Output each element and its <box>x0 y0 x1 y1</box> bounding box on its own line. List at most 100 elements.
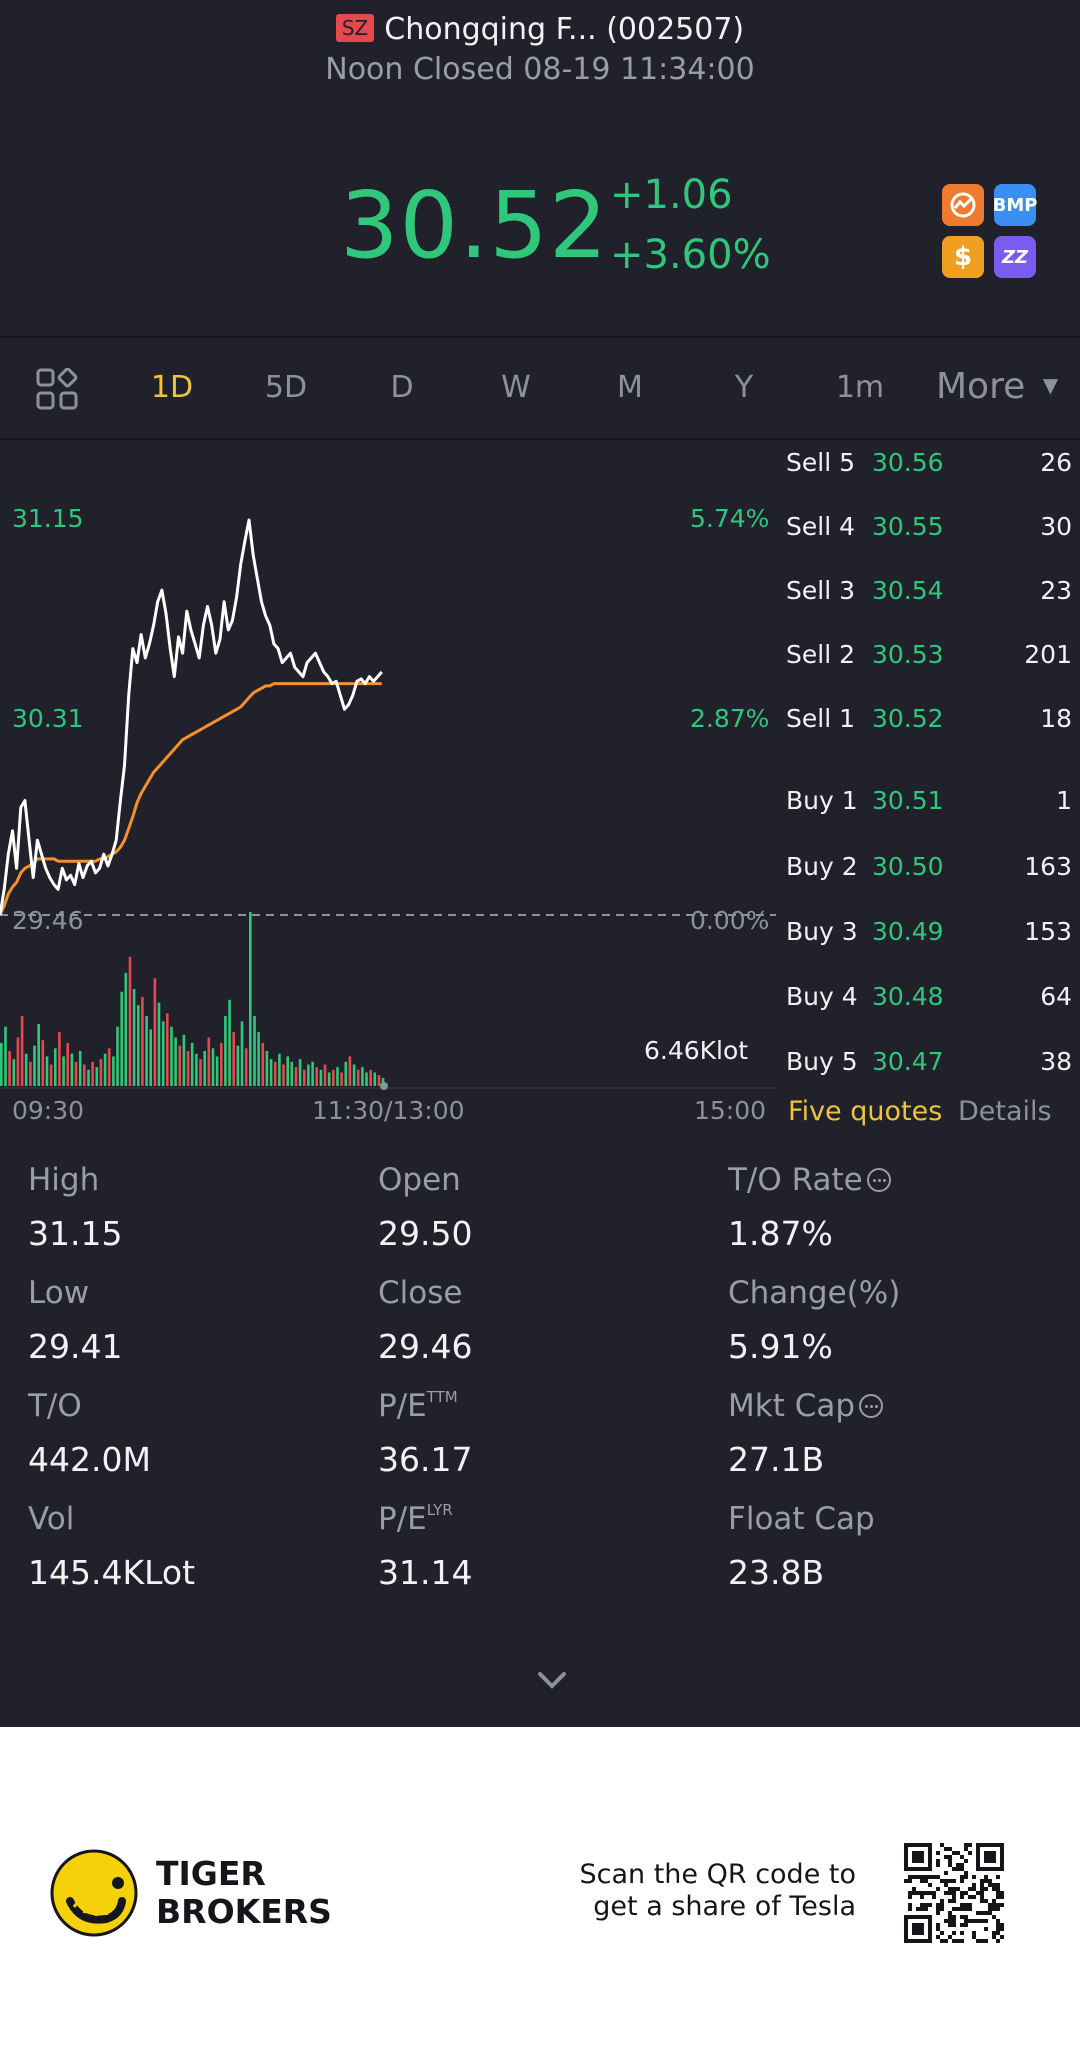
volume-bar <box>141 997 144 1086</box>
stat-to-rate-label[interactable]: T/O Rate <box>728 1162 891 1198</box>
volume-bar <box>352 1064 356 1086</box>
stat-high-label: High <box>28 1162 100 1198</box>
y-axis-top-label: 31.15 <box>12 504 84 533</box>
sell-level-5[interactable]: Sell 5 30.56 26 <box>786 448 1072 488</box>
volume-bar <box>269 1059 273 1086</box>
volume-bar <box>41 1040 45 1086</box>
volume-bar <box>120 991 123 1086</box>
volume-bar <box>215 1056 219 1086</box>
sell-level-1[interactable]: Sell 1 30.52 18 <box>786 704 1072 744</box>
trend-badge-icon[interactable] <box>942 184 984 226</box>
volume-bar <box>211 1048 215 1086</box>
volume-bar <box>8 1051 11 1086</box>
stat-vol-value: 145.4KLot <box>28 1553 196 1592</box>
buy-level-5[interactable]: Buy 5 30.47 38 <box>786 1047 1072 1087</box>
stat-mkt-cap-value: 27.1B <box>728 1440 825 1479</box>
volume-bar <box>174 1037 177 1086</box>
tab-w[interactable]: W <box>501 370 531 405</box>
volume-bar <box>240 1021 244 1086</box>
order-side: Sell 4 <box>786 512 855 541</box>
order-price: 30.47 <box>872 1047 944 1076</box>
tab-d[interactable]: D <box>390 370 414 405</box>
volume-bar <box>103 1053 107 1086</box>
zz-badge-icon[interactable]: ZZ <box>994 236 1036 278</box>
tab-m[interactable]: M <box>617 370 643 405</box>
sell-level-2[interactable]: Sell 2 30.53 201 <box>786 640 1072 680</box>
volume-bar <box>16 1037 20 1086</box>
volume-bar <box>70 1053 74 1086</box>
tab-1m[interactable]: 1m <box>835 370 885 405</box>
volume-bar <box>0 1042 3 1086</box>
volume-bar <box>365 1072 368 1086</box>
expand-chevron-icon[interactable] <box>534 1668 570 1696</box>
buy-level-1[interactable]: Buy 1 30.51 1 <box>786 786 1072 826</box>
volume-bar <box>381 1077 385 1086</box>
order-price: 30.49 <box>872 917 944 946</box>
stat-pe-lyr-value: 31.14 <box>378 1553 473 1592</box>
market-status: Noon Closed 08-19 11:34:00 <box>325 52 755 87</box>
divider <box>0 336 1080 338</box>
order-side: Sell 1 <box>786 704 855 733</box>
volume-bar <box>4 1026 7 1086</box>
volume-bar <box>307 1064 310 1086</box>
stat-low-label: Low <box>28 1275 90 1311</box>
stat-close-value: 29.46 <box>378 1327 473 1366</box>
tab-5d[interactable]: 5D <box>264 370 308 405</box>
time-start-label: 09:30 <box>12 1096 85 1125</box>
volume-bar <box>62 1056 65 1086</box>
tab-more[interactable]: More ▼ <box>936 366 1058 407</box>
volume-bar <box>91 1061 94 1086</box>
volume-bar <box>37 1024 40 1086</box>
stat-float-cap-label: Float Cap <box>728 1501 875 1537</box>
volume-bar <box>116 1026 119 1086</box>
tab-details[interactable]: Details <box>958 1096 1052 1127</box>
order-qty: 38 <box>1040 1047 1072 1076</box>
stat-open-value: 29.50 <box>378 1214 473 1253</box>
tab-y[interactable]: Y <box>734 370 754 405</box>
exchange-badge: SZ <box>335 14 375 42</box>
more-info-icon[interactable] <box>859 1394 884 1418</box>
tab-five-quotes[interactable]: Five quotes <box>788 1096 943 1127</box>
volume-bar <box>373 1072 377 1086</box>
volume-bar <box>157 1002 161 1086</box>
volume-bar <box>315 1067 318 1086</box>
stat-change-label: Change(%) <box>728 1275 901 1311</box>
order-side: Buy 5 <box>786 1047 858 1076</box>
sell-level-4[interactable]: Sell 4 30.55 30 <box>786 512 1072 552</box>
stat-mkt-cap-label[interactable]: Mkt Cap <box>728 1388 884 1424</box>
volume-bar <box>253 1016 256 1086</box>
volume-bar <box>149 1029 152 1086</box>
volume-bar <box>298 1059 302 1086</box>
tab-1d[interactable]: 1D <box>150 370 194 405</box>
dollar-badge-icon[interactable]: $ <box>942 236 984 278</box>
intraday-chart[interactable] <box>0 440 776 1090</box>
volume-bar <box>303 1069 306 1086</box>
stat-open-label: Open <box>378 1162 461 1198</box>
volume-bar <box>145 1016 148 1086</box>
sell-level-3[interactable]: Sell 3 30.54 23 <box>786 576 1072 616</box>
volume-bar <box>54 1048 57 1086</box>
volume-bar <box>128 956 132 1086</box>
order-side: Buy 2 <box>786 852 858 881</box>
bmp-badge-icon[interactable]: BMP <box>993 184 1037 226</box>
buy-level-4[interactable]: Buy 4 30.48 64 <box>786 982 1072 1022</box>
volume-bar <box>311 1061 314 1086</box>
more-info-icon[interactable] <box>866 1168 891 1192</box>
order-side: Sell 5 <box>786 448 855 477</box>
stat-vol-label: Vol <box>28 1501 75 1537</box>
order-side: Buy 1 <box>786 786 858 815</box>
buy-level-3[interactable]: Buy 3 30.49 153 <box>786 917 1072 957</box>
order-price: 30.48 <box>872 982 944 1011</box>
volume-bar <box>361 1067 364 1086</box>
volume-bar <box>220 1042 223 1086</box>
volume-bar <box>294 1067 298 1086</box>
stat-to-label: T/O <box>28 1388 82 1424</box>
order-qty: 163 <box>1024 852 1072 881</box>
stat-pe-ttm-value: 36.17 <box>378 1440 473 1479</box>
volume-bar <box>228 999 231 1086</box>
buy-level-2[interactable]: Buy 2 30.50 163 <box>786 852 1072 892</box>
layout-grid-icon[interactable] <box>36 367 78 414</box>
volume-bar <box>195 1053 198 1086</box>
volume-bar <box>290 1061 294 1086</box>
stat-high-value: 31.15 <box>28 1214 123 1253</box>
